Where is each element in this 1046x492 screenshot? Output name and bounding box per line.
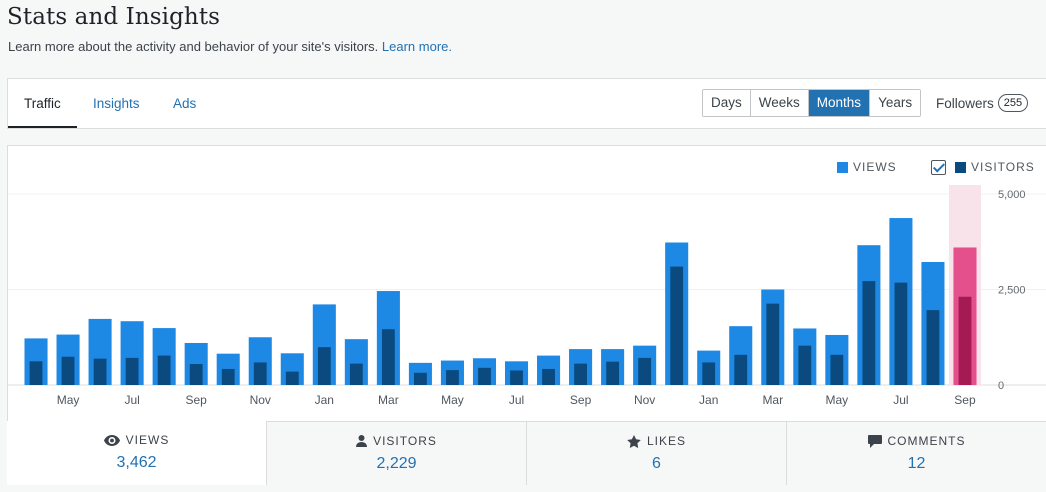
visitors-bar	[638, 357, 652, 385]
tab-ads[interactable]: Ads	[173, 96, 197, 111]
summary-visitors-tab[interactable]: VISITORS 2,229	[266, 421, 526, 485]
visitors-bar	[606, 361, 620, 385]
page-title: Stats and Insights	[7, 4, 221, 30]
visitors-bar	[221, 368, 235, 385]
visitors-bar	[510, 370, 523, 385]
visitors-bar	[381, 329, 395, 385]
subtitle-text: Learn more about the activity and behavi…	[8, 39, 379, 54]
visitors-bar	[766, 303, 780, 385]
tab-traffic[interactable]: Traffic	[24, 96, 61, 111]
x-tick-label: Jul	[509, 393, 524, 407]
traffic-bar-chart: 5,000 2,500 0 May Jul Sep Nov Jan Mar May Jul Sep No…	[8, 185, 1046, 407]
visitors-bar	[958, 296, 972, 385]
visitors-bar	[542, 368, 555, 385]
visitors-bar	[61, 356, 75, 385]
visitors-bar	[189, 363, 203, 385]
summary-likes-value: 6	[652, 455, 661, 472]
x-tick-label: Jan	[315, 393, 334, 407]
visitors-bar	[478, 367, 491, 385]
tab-underline	[8, 126, 77, 128]
views-swatch	[837, 161, 848, 173]
period-weeks-button[interactable]: Weeks	[750, 90, 809, 116]
x-tick-label: Jul	[124, 393, 139, 407]
summary-views-value: 3,462	[116, 454, 157, 471]
x-tick-label: Sep	[570, 393, 592, 407]
tab-insights[interactable]: Insights	[93, 96, 140, 111]
visitors-bar	[93, 358, 107, 385]
summary-views-tab[interactable]: VIEWS 3,462	[7, 421, 266, 485]
summary-visitors-label-row: VISITORS	[267, 434, 526, 448]
period-selector: Days Weeks Months Years	[702, 89, 922, 117]
x-tick-label: Sep	[186, 393, 208, 407]
legend-visitors[interactable]: VISITORS	[931, 159, 1035, 175]
period-days-button[interactable]: Days	[703, 90, 751, 116]
x-tick-label: May	[826, 393, 849, 407]
followers-link[interactable]: Followers 255	[936, 94, 1029, 112]
x-tick-label: May	[57, 393, 80, 407]
summary-views-label-row: VIEWS	[7, 433, 266, 447]
stats-navigation: Traffic Insights Ads Days Weeks Months Y…	[7, 78, 1046, 129]
summary-comments-label-row: COMMENTS	[787, 434, 1046, 448]
visitors-bar	[926, 310, 940, 385]
period-years-button[interactable]: Years	[870, 90, 921, 116]
summary-likes-tab[interactable]: LIKES 6	[526, 421, 786, 485]
visitors-bar	[734, 354, 748, 385]
visitors-bar	[862, 281, 876, 385]
summary-likes-label: LIKES	[646, 434, 687, 448]
followers-label: Followers	[936, 95, 994, 111]
followers-count-badge: 255	[997, 94, 1029, 112]
visitors-bar	[125, 357, 139, 385]
legend-views: VIEWS	[837, 159, 897, 175]
x-tick-label: Jul	[893, 393, 908, 407]
learn-more-link[interactable]: Learn more.	[381, 39, 452, 54]
summary-comments-label: COMMENTS	[887, 434, 966, 448]
visitors-bar	[670, 266, 684, 385]
summary-visitors-value: 2,229	[376, 455, 417, 472]
visitors-bar	[29, 361, 43, 385]
summary-comments-tab[interactable]: COMMENTS 12	[786, 421, 1046, 485]
y-tick-label: 2,500	[998, 285, 1026, 297]
x-tick-label: Mar	[378, 393, 399, 407]
x-tick-label: Jan	[699, 393, 718, 407]
y-tick-label: 0	[998, 380, 1004, 392]
comment-icon	[867, 434, 882, 448]
visitors-bar	[317, 347, 331, 385]
legend-views-label: VIEWS	[853, 160, 897, 174]
summary-comments-value: 12	[907, 455, 926, 472]
visitors-bar	[830, 354, 844, 385]
visitors-bar	[446, 370, 459, 385]
person-icon	[356, 435, 368, 447]
visitors-bar	[798, 345, 812, 385]
x-tick-label: Sep	[954, 393, 976, 407]
summary-views-label: VIEWS	[125, 433, 170, 447]
visitors-bar	[574, 363, 587, 385]
visitors-bar	[253, 362, 267, 385]
legend-visitors-label: VISITORS	[971, 160, 1035, 174]
x-tick-label: Nov	[634, 393, 655, 407]
x-tick-label: May	[441, 393, 464, 407]
y-tick-label: 5,000	[998, 189, 1026, 201]
summary-visitors-label: VISITORS	[373, 434, 437, 448]
eye-icon	[103, 434, 120, 446]
summary-tabs: VIEWS 3,462 VISITORS 2,229 LIKES 6 COMME…	[7, 421, 1046, 485]
star-icon	[627, 434, 641, 448]
period-months-button[interactable]: Months	[808, 90, 871, 116]
page-subtitle: Learn more about the activity and behavi…	[8, 39, 452, 54]
summary-likes-label-row: LIKES	[527, 434, 786, 448]
visitors-swatch	[955, 161, 966, 173]
visitors-bar	[285, 371, 299, 385]
visitors-bar	[894, 282, 908, 385]
x-tick-label: Nov	[250, 393, 271, 407]
visitors-checkbox[interactable]	[931, 159, 946, 175]
visitors-bar	[414, 372, 427, 385]
visitors-bar	[157, 355, 171, 385]
visitors-bar	[702, 362, 716, 385]
x-tick-label: Mar	[762, 393, 783, 407]
visitors-bar	[349, 363, 363, 385]
